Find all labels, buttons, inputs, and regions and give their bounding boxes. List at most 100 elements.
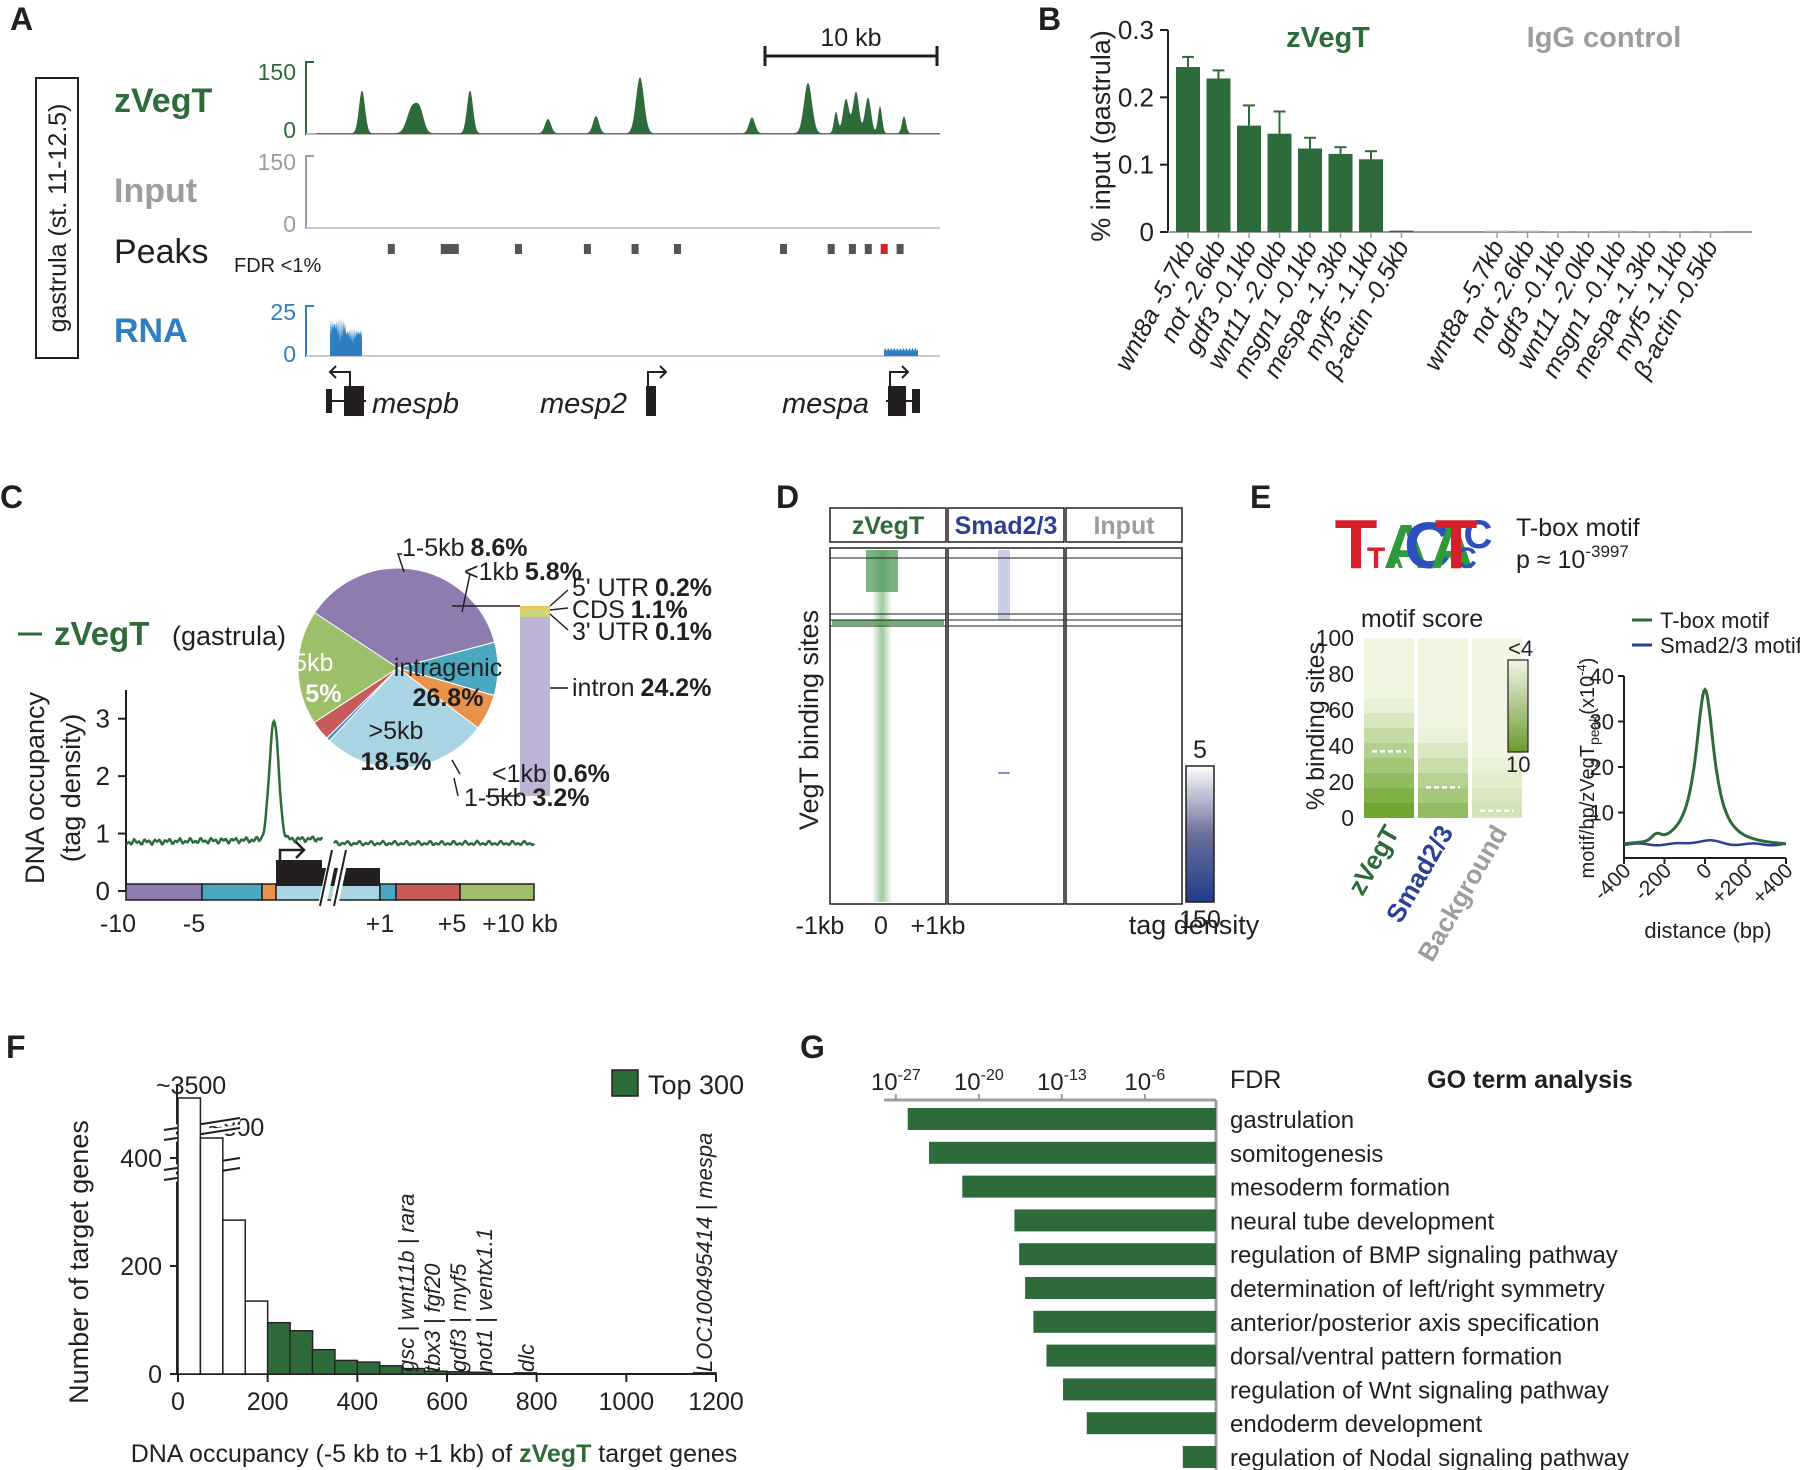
c-intron-label-value: 24.2%	[641, 674, 712, 702]
f-gene-label: gdf3 | myf5	[446, 1263, 471, 1372]
c-pie-label-1-5kb-up-label: 1-5kb	[402, 534, 465, 562]
e-heat-cell	[1472, 638, 1522, 653]
e-motif-letter: C	[1455, 542, 1477, 575]
e-heat-y-tick-label: 60	[1328, 697, 1354, 723]
d-header-box	[1065, 507, 1183, 543]
peak-mark	[880, 244, 888, 254]
g-x-tick-base: 10	[1037, 1069, 1064, 1096]
input-axis	[305, 155, 314, 229]
e-heat-cell	[1364, 788, 1414, 803]
c-region-segment	[395, 883, 461, 901]
e-line-ylabel-main: motif/bp/zVegT	[1577, 745, 1599, 878]
d-zvegt-signal	[872, 550, 892, 902]
exon	[326, 389, 332, 413]
panel-label-f: F	[6, 1029, 26, 1065]
f-x-tick-label: 0	[171, 1388, 185, 1416]
c-pie-label-1-5kb-down: 1-5kb 3.2%	[464, 784, 590, 812]
f-x-tick-label: 1200	[688, 1388, 744, 1416]
f-bar-top300	[356, 1361, 381, 1375]
c-occupancy-line	[125, 718, 535, 847]
d-xtick-left: -1kb	[796, 912, 845, 940]
d-zvegt-signal-row	[832, 620, 944, 625]
c-tss-arrow-icon	[278, 841, 306, 860]
gene-label: mespb	[372, 388, 459, 420]
e-heat-y-tick-label: 40	[1328, 733, 1354, 759]
panel-b: B % input (gastrula) zVegT IgG control 0…	[1038, 1, 1752, 384]
c-region-segment	[379, 883, 397, 901]
exon	[912, 389, 920, 413]
zvegt-axis	[305, 61, 314, 135]
e-heat-y-tick-label: 80	[1328, 661, 1354, 687]
e-line-x-tick-label: +200	[1707, 859, 1757, 909]
input-min-tick: 0	[283, 211, 296, 237]
b-bar	[1607, 230, 1631, 232]
panel-label-d: D	[776, 479, 799, 515]
panel-label-b: B	[1038, 1, 1061, 37]
g-bar	[1019, 1243, 1216, 1266]
c-ylabel-1: DNA occupancy	[20, 691, 50, 884]
e-heat-cell	[1418, 713, 1468, 728]
c-x-tick-label: +10 kb	[482, 910, 558, 938]
b-bar	[1206, 78, 1231, 232]
c-legend-note: (gastrula)	[172, 621, 286, 651]
e-heat-cell	[1418, 788, 1468, 803]
c-pie-label-gt5kb-down: >5kb	[369, 717, 424, 745]
c-pie-label-1-5kb-down-value: 3.2%	[533, 784, 590, 812]
e-heat-cell	[1472, 758, 1522, 773]
g-x-tick-exp: -6	[1151, 1067, 1165, 1084]
b-bar	[1698, 231, 1723, 232]
c-x-tick-label: +5	[438, 910, 467, 938]
e-heat-cell	[1418, 668, 1468, 683]
c-line-upstream	[125, 718, 324, 847]
g-term-label: regulation of BMP signaling pathway	[1230, 1242, 1618, 1269]
peak-mark	[896, 244, 904, 254]
e-line-y-tick-label: 30	[1590, 710, 1614, 735]
g-bar	[1033, 1310, 1216, 1333]
peaks-label: Peaks	[114, 233, 209, 271]
peak-mark	[780, 244, 787, 254]
c-pie-label-gt5kb-up: >5kb	[279, 649, 334, 677]
e-motif-letter: C	[1404, 508, 1452, 582]
c-pie-value-gt5kb-down: 18.5%	[361, 748, 432, 776]
f-xlabel-pre: DNA occupancy (-5 kb to +1 kb) of	[131, 1440, 519, 1468]
e-heat-cell	[1364, 758, 1414, 773]
tss-arrow-icon	[328, 365, 351, 386]
panel-f: F Top 300 Number of target genes ~3500 ~…	[6, 1029, 744, 1468]
rna-min-tick: 0	[283, 341, 296, 367]
c-utr5-label: 5' UTR 0.2%	[572, 574, 712, 602]
f-legend-swatch	[611, 1069, 639, 1097]
f-gene-label: not1 | ventx1.1	[472, 1228, 497, 1372]
scale-bar-label: 10 kb	[820, 24, 881, 52]
e-heat-cell	[1418, 728, 1468, 743]
c-cds-bar	[520, 609, 550, 617]
e-line-ylabel-exp: -4	[1574, 664, 1589, 676]
d-colorbar	[1185, 765, 1215, 903]
g-term-label: regulation of Nodal signaling pathway	[1230, 1445, 1629, 1470]
e-heat-cell	[1364, 713, 1414, 728]
e-motif-letter: T	[1335, 505, 1378, 583]
b-bar	[1237, 125, 1261, 232]
c-cds-label: CDS 1.1%	[572, 596, 688, 624]
f-bar-all	[199, 1137, 224, 1375]
f-bar-top300	[692, 1372, 717, 1375]
c-y-tick-label: 0	[96, 876, 110, 906]
c-line-downstream	[333, 839, 535, 847]
c-pie-value-gt5kb-up: 37.5%	[271, 680, 342, 708]
b-bar	[1328, 153, 1353, 232]
zvegt-signal-track	[316, 77, 940, 134]
e-heat-y-tick-label: 100	[1316, 625, 1354, 651]
g-x-tick-base: 10	[1124, 1069, 1151, 1096]
e-motif-name: T-box motif	[1516, 514, 1640, 542]
rna-track-label: RNA	[114, 312, 188, 350]
peaks-track	[387, 244, 904, 254]
e-line-y-tick-label: 20	[1590, 755, 1614, 780]
g-bar	[1025, 1277, 1216, 1299]
c-intron-label: intron 24.2%	[572, 674, 711, 702]
g-term-label: somitogenesis	[1230, 1141, 1383, 1168]
c-gene-region-bar	[125, 841, 535, 907]
g-x-tick-label: 10-13	[1037, 1067, 1087, 1096]
g-title: GO term analysis	[1427, 1066, 1633, 1094]
